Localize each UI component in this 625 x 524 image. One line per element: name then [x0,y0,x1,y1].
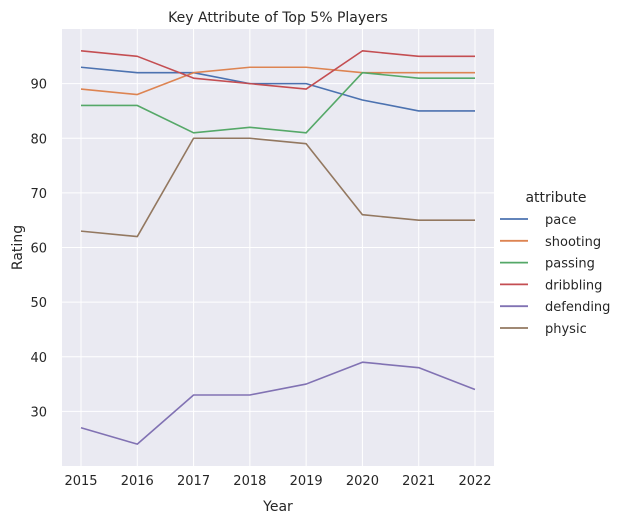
series-line-pace [80,66,475,112]
x-tick-label: 2021 [402,474,435,489]
x-tick-label: 2017 [177,474,210,489]
series-line-dribbling [80,50,475,90]
series-line-defending [80,361,476,445]
y-tick-label: 80 [30,132,47,147]
y-tick-label: 40 [30,351,47,366]
y-axis-ticks: 30 40 50 60 70 80 90 [30,78,47,421]
legend-label-dribbling: dribbling [545,278,602,293]
x-tick-label: 2015 [64,474,97,489]
legend-title: attribute [525,190,586,206]
legend-label-passing: passing [545,257,595,272]
chart-title: Key Attribute of Top 5% Players [168,10,388,26]
series-lines [80,50,476,445]
x-tick-label: 2020 [346,474,379,489]
y-axis-label: Rating [10,225,26,270]
x-axis-ticks: 2015 2016 2017 2018 2019 2020 2021 2022 [64,474,491,489]
y-tick-label: 60 [30,242,47,257]
legend-label-physic: physic [545,322,587,337]
legend-label-pace: pace [545,213,576,228]
legend-label-shooting: shooting [545,235,601,250]
legend: attribute pace shooting passing dribbling de… [500,190,610,337]
x-axis-label: Year [262,499,293,515]
x-tick-label: 2019 [290,474,323,489]
legend-label-defending: defending [545,300,610,315]
x-tick-label: 2022 [458,474,491,489]
series-line-physic [80,137,475,238]
series-line-passing [81,71,475,134]
x-tick-label: 2018 [233,474,266,489]
x-tick-label: 2016 [121,474,154,489]
y-tick-label: 30 [30,405,47,420]
y-tick-label: 50 [30,296,47,311]
series-line-shooting [80,66,475,96]
y-tick-label: 90 [30,78,47,93]
y-tick-label: 70 [30,187,47,202]
